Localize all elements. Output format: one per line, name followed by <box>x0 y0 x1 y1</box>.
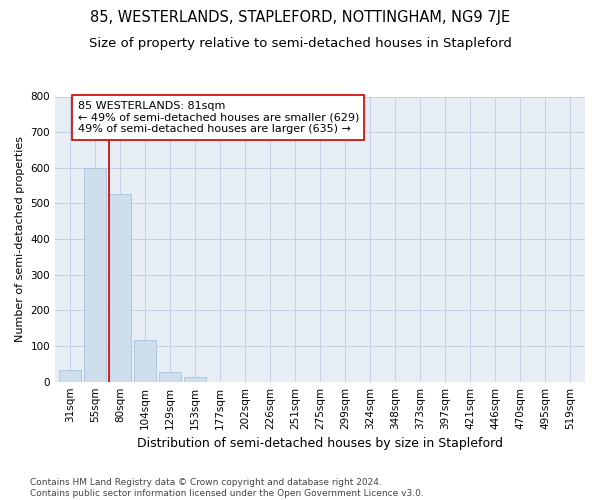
Text: Size of property relative to semi-detached houses in Stapleford: Size of property relative to semi-detach… <box>89 38 511 51</box>
X-axis label: Distribution of semi-detached houses by size in Stapleford: Distribution of semi-detached houses by … <box>137 437 503 450</box>
Text: Contains HM Land Registry data © Crown copyright and database right 2024.
Contai: Contains HM Land Registry data © Crown c… <box>30 478 424 498</box>
Bar <box>59 370 81 382</box>
Bar <box>159 372 181 382</box>
Text: 85 WESTERLANDS: 81sqm
← 49% of semi-detached houses are smaller (629)
49% of sem: 85 WESTERLANDS: 81sqm ← 49% of semi-deta… <box>77 101 359 134</box>
Text: 85, WESTERLANDS, STAPLEFORD, NOTTINGHAM, NG9 7JE: 85, WESTERLANDS, STAPLEFORD, NOTTINGHAM,… <box>90 10 510 25</box>
Bar <box>109 194 131 382</box>
Bar <box>184 378 206 382</box>
Y-axis label: Number of semi-detached properties: Number of semi-detached properties <box>15 136 25 342</box>
Bar <box>134 340 156 382</box>
Bar <box>84 168 106 382</box>
